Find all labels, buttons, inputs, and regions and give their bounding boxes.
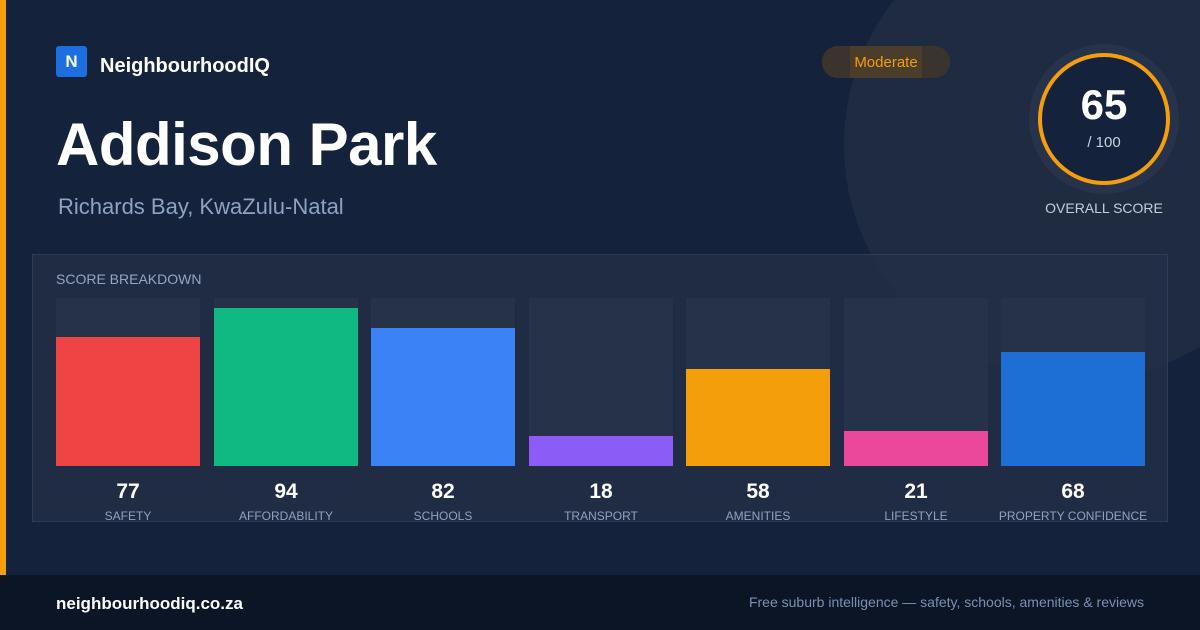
score-breakdown-title: SCORE BREAKDOWN — [56, 271, 202, 287]
bar-value-transport: 18 — [589, 480, 613, 503]
bar-value-lifestyle: 21 — [904, 480, 928, 503]
footer-tagline: Free suburb intelligence — safety, schoo… — [748, 594, 1144, 610]
bar-label-affordability: AFFORDABILITY — [238, 509, 333, 523]
bar-value-property-confidence: 68 — [1061, 480, 1085, 503]
score-progress-ring — [1038, 53, 1170, 185]
bar-track-transport — [529, 298, 673, 466]
bar-track-schools — [371, 298, 515, 466]
bar-safety — [56, 337, 200, 466]
bar-track-safety — [56, 298, 200, 466]
brand-logo-icon: N — [56, 46, 87, 77]
bar-track-lifestyle — [844, 298, 988, 466]
bar-label-property-confidence: PROPERTY CONFIDENCE — [998, 509, 1148, 523]
suburb-name: Addison Park — [56, 111, 437, 178]
bar-label-safety: SAFETY — [104, 509, 152, 523]
overall-score-label: OVERALL SCORE — [1045, 200, 1163, 216]
bar-label-lifestyle: LIFESTYLE — [884, 509, 948, 523]
brand-name: NeighbourhoodIQ — [100, 55, 270, 77]
bar-transport — [529, 436, 673, 466]
bar-track-amenities — [686, 298, 830, 466]
rating-badge: Moderate — [822, 46, 950, 78]
rating-badge-label: Moderate — [854, 53, 918, 71]
footer — [0, 575, 1200, 630]
bar-label-amenities: AMENITIES — [725, 509, 791, 523]
bar-value-affordability: 94 — [274, 480, 298, 503]
accent-bar — [0, 0, 6, 575]
overall-score-ring: 65 / 100 — [1029, 44, 1179, 194]
suburb-location: Richards Bay, KwaZulu-Natal — [58, 194, 344, 219]
bar-lifestyle — [844, 431, 988, 466]
bar-value-safety: 77 — [116, 480, 140, 503]
overall-score-value: 65 — [1080, 81, 1128, 128]
footer-url[interactable]: neighbourhoodiq.co.za — [56, 594, 243, 613]
bar-schools — [371, 328, 515, 466]
bar-track-affordability — [214, 298, 358, 466]
overall-score-max: / 100 — [1087, 134, 1121, 151]
bar-value-schools: 82 — [431, 480, 455, 503]
bar-amenities — [686, 369, 830, 466]
bar-value-amenities: 58 — [746, 480, 770, 503]
bar-track-property-confidence — [1001, 298, 1145, 466]
bar-affordability — [214, 308, 358, 466]
bar-property-confidence — [1001, 352, 1145, 466]
bar-label-schools: SCHOOLS — [413, 509, 473, 523]
bar-label-transport: TRANSPORT — [564, 509, 638, 523]
